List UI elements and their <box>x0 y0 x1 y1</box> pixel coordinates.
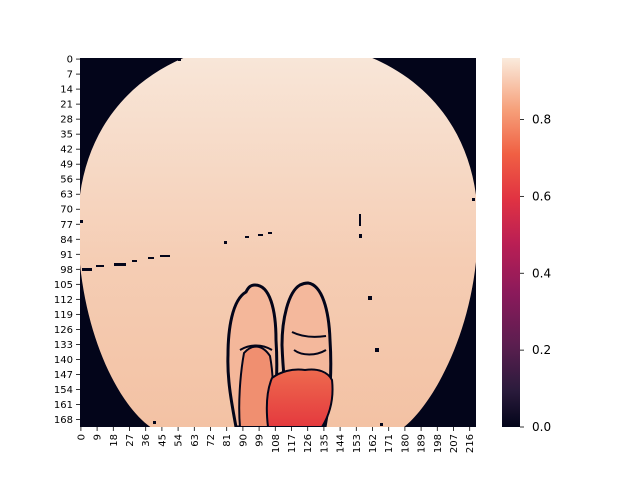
colorbar: 0.0 0.2 0.4 0.6 0.8 <box>502 58 551 434</box>
feet-region <box>226 281 334 427</box>
right-foot-mark <box>291 331 327 356</box>
y-tick-label: 28 <box>60 115 73 126</box>
y-tick-label: 63 <box>60 190 73 201</box>
x-tick-label: 180 <box>400 434 411 453</box>
x-tick-label: 144 <box>336 434 347 453</box>
y-tick-label: 112 <box>54 295 73 306</box>
y-tick-label: 70 <box>60 205 73 216</box>
colorbar-tick-label: 0.0 <box>532 420 551 434</box>
y-tick-label: 21 <box>60 100 73 111</box>
colorbar-tick-label: 0.8 <box>532 113 551 127</box>
y-tick-label: 77 <box>60 220 73 231</box>
y-tick-label: 133 <box>54 340 73 351</box>
x-tick-label: 90 <box>238 434 249 447</box>
x-tick-label: 108 <box>271 434 282 453</box>
x-tick-label: 117 <box>287 434 298 453</box>
x-tick-label: 18 <box>109 434 120 447</box>
lower-feet-hot-region <box>265 368 334 427</box>
x-tick-label: 0 <box>76 434 87 440</box>
y-tick-label: 119 <box>54 310 73 321</box>
x-tick-label: 63 <box>190 434 201 447</box>
x-tick-label: 153 <box>352 434 363 453</box>
x-tick-label: 135 <box>319 434 330 453</box>
y-tick-label: 49 <box>60 160 73 171</box>
heatmap-body <box>80 58 476 427</box>
y-tick-label: 105 <box>54 280 73 291</box>
y-tick-label: 56 <box>60 175 73 186</box>
y-tick-label: 7 <box>67 70 73 81</box>
x-tick-label: 198 <box>433 434 444 453</box>
left-foot-mark <box>239 344 273 351</box>
y-tick-label: 0 <box>67 55 73 66</box>
y-tick-label: 161 <box>54 400 73 411</box>
y-tick-label: 91 <box>60 250 73 261</box>
y-tick-label: 14 <box>60 85 73 96</box>
y-axis: 0 7 14 21 28 35 42 49 56 63 70 77 84 91 98 105 112 119 126… <box>54 55 80 426</box>
x-tick-label: 36 <box>141 434 152 447</box>
x-tick-label: 99 <box>255 434 266 447</box>
noise-pixels <box>80 58 475 426</box>
x-tick-label: 189 <box>417 434 428 453</box>
colorbar-ticks: 0.0 0.2 0.4 0.6 0.8 <box>520 113 551 434</box>
x-tick-label: 81 <box>222 434 233 447</box>
x-tick-label: 171 <box>384 434 395 453</box>
y-tick-label: 154 <box>54 385 73 396</box>
heatmap-corner-region <box>80 58 476 427</box>
x-tick-label: 45 <box>157 434 168 447</box>
y-tick-label: 98 <box>60 265 73 276</box>
y-tick-label: 42 <box>60 145 73 156</box>
y-tick-label: 126 <box>54 325 73 336</box>
x-tick-label: 216 <box>465 434 476 453</box>
colorbar-tick-label: 0.4 <box>532 266 551 280</box>
y-tick-label: 35 <box>60 130 73 141</box>
colorbar-tick-label: 0.2 <box>532 343 551 357</box>
y-tick-label: 147 <box>54 370 73 381</box>
x-tick-label: 9 <box>93 434 104 440</box>
x-axis: 0 9 18 27 36 45 54 63 72 81 90 99 108 117 126 135 144 153… <box>76 427 476 453</box>
x-tick-label: 207 <box>449 434 460 453</box>
y-tick-label: 140 <box>54 355 73 366</box>
colorbar-tick-label: 0.6 <box>532 189 551 203</box>
x-tick-label: 27 <box>125 434 136 447</box>
y-tick-label: 168 <box>54 415 73 426</box>
x-tick-label: 162 <box>368 434 379 453</box>
y-tick-label: 84 <box>60 235 73 246</box>
x-tick-label: 126 <box>303 434 314 453</box>
x-tick-label: 72 <box>206 434 217 447</box>
x-tick-label: 54 <box>174 434 185 447</box>
colorbar-gradient <box>502 58 520 427</box>
